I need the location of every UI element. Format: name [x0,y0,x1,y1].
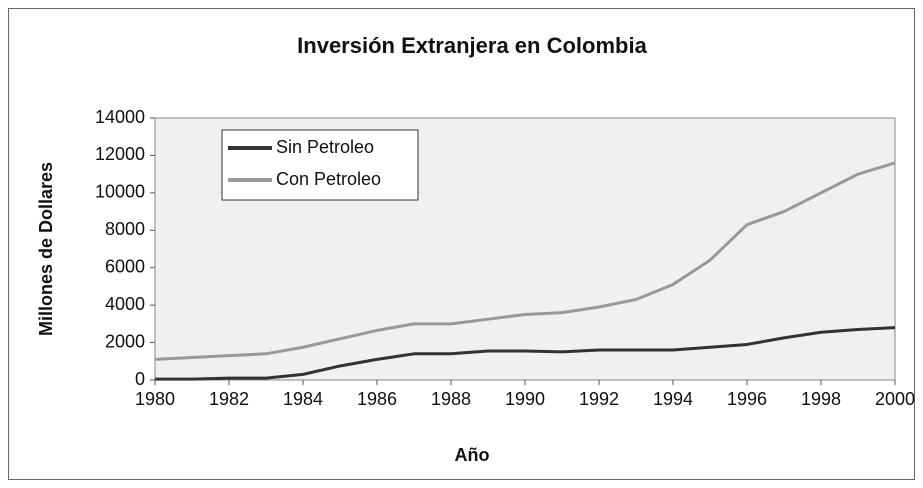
y-tick-label: 12000 [95,144,145,164]
x-tick-label: 1990 [505,389,545,409]
x-tick-label: 1980 [135,389,175,409]
x-tick-label: 1994 [653,389,693,409]
x-tick-label: 2000 [875,389,915,409]
legend-label: Sin Petroleo [276,137,374,157]
x-tick-label: 1982 [209,389,249,409]
legend-box [221,129,419,201]
line-series [155,326,896,381]
chart-title: Inversión Extranjera en Colombia [297,33,647,58]
y-tick-label: 2000 [105,331,145,351]
y-axis-label: Millones de Dollares [36,162,56,336]
legend-label: Con Petroleo [276,169,381,189]
x-tick-label: 1988 [431,389,471,409]
y-tick-label: 0 [135,369,145,389]
y-tick-label: 8000 [105,219,145,239]
y-tick-label: 10000 [95,182,145,202]
x-tick-label: 1998 [801,389,841,409]
x-tick-label: 1996 [727,389,767,409]
y-tick-label: 6000 [105,256,145,276]
line-series [154,161,896,361]
y-tick-label: 4000 [105,294,145,314]
y-tick-label: 14000 [95,107,145,127]
x-tick-label: 1984 [283,389,323,409]
x-axis-label: Año [455,445,490,465]
x-tick-label: 1992 [579,389,619,409]
x-tick-label: 1986 [357,389,397,409]
